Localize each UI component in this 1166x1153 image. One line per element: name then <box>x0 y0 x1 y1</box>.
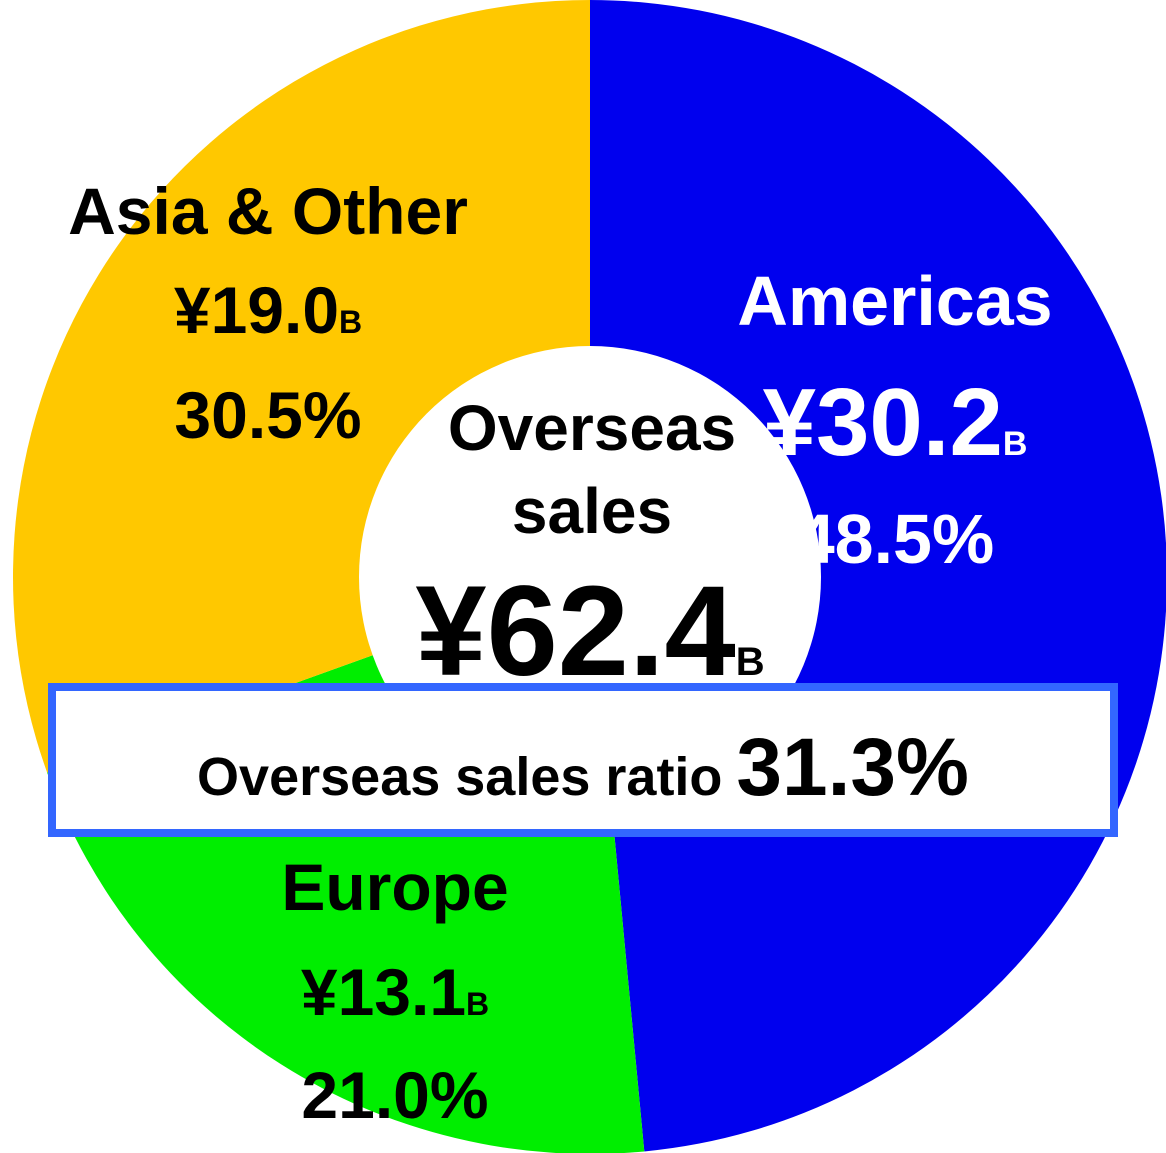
slice-amount-value: ¥13.1 <box>301 955 466 1029</box>
slice-percent: 30.5% <box>174 378 361 452</box>
ratio-text: Overseas sales ratio 31.3% <box>197 722 969 813</box>
slice-amount-unit: B <box>1003 425 1028 463</box>
slice-labels: Americas¥30.2B48.5%Europe¥13.1B21.0%Asia… <box>68 174 1053 1132</box>
center-label: sales <box>512 475 672 547</box>
slice-amount-unit: B <box>339 304 362 340</box>
slice-amount: ¥19.0B <box>174 273 362 347</box>
slice-amount-value: ¥19.0 <box>174 273 339 347</box>
center-label: Overseas <box>448 392 736 464</box>
center-amount-unit: B <box>736 640 765 684</box>
slice-percent: 48.5% <box>796 500 994 578</box>
slice-amount: ¥13.1B <box>301 955 489 1029</box>
slice-amount: ¥30.2B <box>763 369 1028 476</box>
center-amount: ¥62.4B <box>415 560 764 703</box>
slice <box>590 0 1166 1152</box>
ratio-value: 31.3% <box>736 722 969 813</box>
slice-amount-value: ¥30.2 <box>763 369 1003 476</box>
center-amount-value: ¥62.4 <box>415 560 735 703</box>
slice-name: Europe <box>281 850 508 924</box>
slice-name: Americas <box>737 262 1052 340</box>
slice-amount-unit: B <box>466 986 489 1022</box>
ratio-box <box>48 683 1118 837</box>
slice-percent: 21.0% <box>301 1058 488 1132</box>
slice-name: Asia & Other <box>68 174 468 248</box>
ratio-label: Overseas sales ratio <box>197 747 722 807</box>
